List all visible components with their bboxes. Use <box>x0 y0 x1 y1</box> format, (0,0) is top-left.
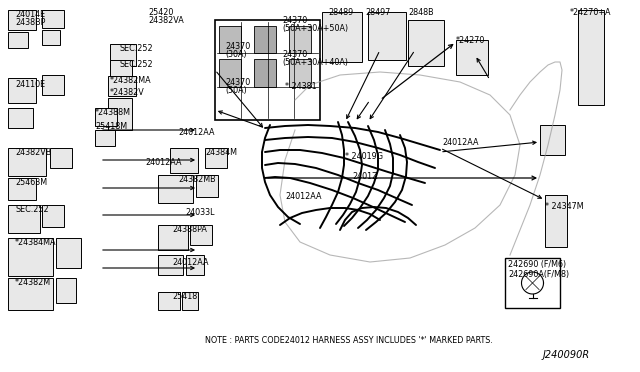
Text: (50A+30A+50A): (50A+30A+50A) <box>282 24 348 33</box>
Text: 24012AA: 24012AA <box>442 138 479 147</box>
Text: 24012AA: 24012AA <box>285 192 321 201</box>
Text: 242690 (F/M6): 242690 (F/M6) <box>508 260 566 269</box>
Bar <box>8 148 46 176</box>
Text: 2848B: 2848B <box>408 8 434 17</box>
Bar <box>196 175 218 197</box>
Text: *24382V: *24382V <box>110 88 145 97</box>
Bar <box>50 148 72 168</box>
Text: *24382M: *24382M <box>15 278 51 287</box>
Bar <box>289 59 311 87</box>
Bar <box>8 108 33 128</box>
Text: 24382VA: 24382VA <box>148 16 184 25</box>
Bar <box>186 255 204 275</box>
Text: 25463M: 25463M <box>15 178 47 187</box>
Bar <box>108 98 132 130</box>
Text: 25418M: 25418M <box>95 122 127 131</box>
Text: 28489: 28489 <box>328 8 353 17</box>
Bar <box>8 32 28 48</box>
Bar <box>215 20 320 120</box>
Bar <box>8 278 53 310</box>
Bar <box>42 30 60 45</box>
Text: SEC.252: SEC.252 <box>120 60 154 69</box>
Bar <box>170 148 198 173</box>
Text: * 24019G: * 24019G <box>345 152 383 161</box>
Text: 25420: 25420 <box>148 8 173 17</box>
Bar <box>456 40 488 75</box>
Text: 242690A(F/M8): 242690A(F/M8) <box>508 270 569 279</box>
Bar <box>254 59 276 87</box>
Text: *24388M: *24388M <box>95 108 131 117</box>
Bar <box>545 195 567 247</box>
Bar <box>8 205 40 233</box>
Bar <box>158 255 183 275</box>
Bar <box>8 238 53 276</box>
Bar <box>95 108 117 126</box>
Text: *24270: *24270 <box>456 36 485 45</box>
Text: 24382VB: 24382VB <box>15 148 51 157</box>
Text: SEC.252: SEC.252 <box>120 44 154 53</box>
Text: 24014E: 24014E <box>15 10 45 19</box>
Bar <box>158 292 180 310</box>
Text: 24012AA: 24012AA <box>172 258 209 267</box>
Text: 24012AA: 24012AA <box>145 158 182 167</box>
Text: 25418: 25418 <box>172 292 197 301</box>
Text: J240090R: J240090R <box>543 350 590 360</box>
Text: 24370: 24370 <box>225 78 250 87</box>
Bar <box>42 75 64 95</box>
Bar <box>205 148 227 168</box>
Bar <box>368 12 406 60</box>
Bar <box>8 78 36 103</box>
Text: 24012AA: 24012AA <box>178 128 214 137</box>
Bar <box>254 26 276 53</box>
Text: *24382MA: *24382MA <box>110 76 152 85</box>
Bar <box>219 59 241 87</box>
Text: * 24381: * 24381 <box>285 82 317 91</box>
Text: 2401Z: 2401Z <box>352 172 378 181</box>
Text: (50A+30A+40A): (50A+30A+40A) <box>282 58 348 67</box>
Bar <box>408 20 444 66</box>
Bar <box>8 178 36 200</box>
Text: *24270+A: *24270+A <box>570 8 611 17</box>
Text: 24384M: 24384M <box>205 148 237 157</box>
Text: (30A): (30A) <box>225 50 246 59</box>
Text: NOTE : PARTS CODE24012 HARNESS ASSY INCLUDES '*' MARKED PARTS.: NOTE : PARTS CODE24012 HARNESS ASSY INCL… <box>205 336 493 345</box>
Text: 24110E: 24110E <box>15 80 45 89</box>
Bar <box>505 258 560 308</box>
Text: 24370: 24370 <box>282 16 307 25</box>
Bar <box>158 225 188 250</box>
Text: 24370: 24370 <box>225 42 250 51</box>
Text: 24033L: 24033L <box>185 208 214 217</box>
Text: 24370: 24370 <box>282 50 307 59</box>
Text: 24388PA: 24388PA <box>172 225 207 234</box>
Bar <box>578 10 604 105</box>
Bar <box>158 175 193 203</box>
Bar <box>219 26 241 53</box>
Bar <box>110 44 136 66</box>
Bar <box>42 10 64 28</box>
Bar <box>42 205 64 227</box>
Text: 2438BP: 2438BP <box>15 18 45 27</box>
Bar <box>95 130 115 146</box>
Bar <box>110 60 132 78</box>
Bar <box>540 125 565 155</box>
Text: (50A): (50A) <box>225 86 247 95</box>
Bar <box>56 238 81 268</box>
Text: *24384MA: *24384MA <box>15 238 56 247</box>
Bar <box>182 292 198 310</box>
Bar <box>56 278 76 303</box>
Bar <box>108 76 136 96</box>
Text: * 24347M: * 24347M <box>545 202 584 211</box>
Bar <box>190 225 212 245</box>
Bar <box>8 10 36 30</box>
Bar <box>322 12 362 62</box>
Bar <box>289 26 311 53</box>
Text: 28497: 28497 <box>365 8 390 17</box>
Text: SEC.252: SEC.252 <box>15 205 49 214</box>
Text: 24382MB: 24382MB <box>178 175 216 184</box>
